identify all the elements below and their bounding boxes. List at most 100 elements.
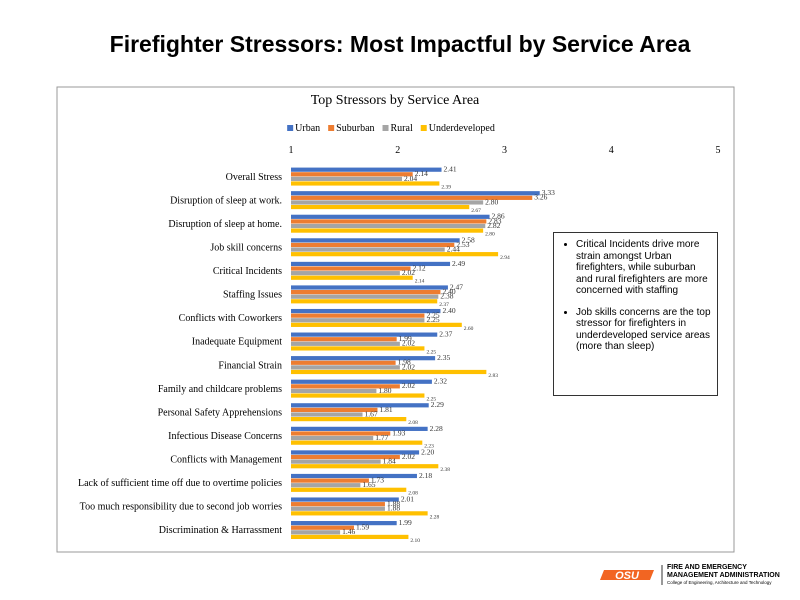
footer-college: College of Engineering, Architecture and… xyxy=(667,580,772,585)
value-label: 2.37 xyxy=(439,302,449,308)
value-label: 2.38 xyxy=(440,292,453,301)
bar xyxy=(291,242,455,248)
bar xyxy=(291,412,363,417)
value-label: 2.08 xyxy=(408,491,418,497)
value-label: 2.04 xyxy=(404,174,417,183)
value-label: 2.08 xyxy=(408,420,418,426)
value-label: 1.98 xyxy=(398,358,411,367)
value-label: 2.29 xyxy=(431,400,444,409)
value-label: 2.25 xyxy=(426,315,439,324)
value-label: 2.28 xyxy=(430,514,440,520)
bar xyxy=(291,299,438,304)
bar xyxy=(291,214,490,219)
bar xyxy=(291,473,417,479)
bar xyxy=(291,369,487,375)
note-list: Critical Incidents drive more strain amo… xyxy=(560,239,711,353)
value-label: 2.02 xyxy=(402,452,415,461)
y-tick-label: Critical Incidents xyxy=(213,266,282,277)
value-label: 3.33 xyxy=(542,188,555,197)
x-tick-label: 5 xyxy=(716,145,721,156)
bar xyxy=(291,497,399,502)
value-label: 1.99 xyxy=(399,334,412,343)
bar xyxy=(291,275,413,280)
value-label: 2.82 xyxy=(487,221,500,230)
x-tick-label: 2 xyxy=(395,145,400,156)
bar xyxy=(291,223,486,229)
bar xyxy=(291,454,400,460)
value-label: 2.60 xyxy=(464,326,474,332)
bar xyxy=(291,200,484,205)
bar xyxy=(291,393,425,398)
bar xyxy=(291,261,451,267)
bar xyxy=(291,346,425,351)
slide-title: Firefighter Stressors: Most Impactful by… xyxy=(110,31,691,57)
value-label: 2.80 xyxy=(485,232,495,238)
bar xyxy=(291,384,400,389)
bar xyxy=(291,534,409,540)
bar xyxy=(291,266,411,271)
y-tick-label: Disruption of sleep at work. xyxy=(170,195,282,206)
bar xyxy=(291,322,462,327)
legend-swatch xyxy=(420,125,427,131)
value-label: 1.73 xyxy=(371,475,384,484)
value-label: 2.44 xyxy=(447,244,460,253)
legend-swatch xyxy=(287,125,294,131)
value-label: 2.47 xyxy=(450,282,463,291)
value-label: 1.93 xyxy=(392,428,405,437)
bar xyxy=(291,195,533,200)
bar xyxy=(291,337,397,342)
bar xyxy=(291,271,400,276)
value-label: 1.46 xyxy=(342,527,355,536)
value-label: 2.20 xyxy=(421,447,434,456)
value-label: 2.25 xyxy=(426,396,436,402)
bar xyxy=(291,502,385,507)
bar xyxy=(291,219,487,224)
value-label: 2.86 xyxy=(492,212,505,221)
value-label: 2.37 xyxy=(439,330,452,339)
y-tick-label: Infectious Disease Concerns xyxy=(168,431,282,442)
bar xyxy=(291,431,391,436)
x-tick-label: 3 xyxy=(502,145,507,156)
value-label: 1.81 xyxy=(379,405,392,414)
value-label: 2.14 xyxy=(415,279,425,285)
footer-org: MANAGEMENT ADMINISTRATION xyxy=(667,572,780,579)
value-label: 2.02 xyxy=(402,381,415,390)
value-label: 2.80 xyxy=(485,197,498,206)
footer-org: FIRE AND EMERGENCY xyxy=(667,564,747,571)
bar xyxy=(291,247,445,252)
x-tick-label: 1 xyxy=(289,145,294,156)
bar xyxy=(291,426,428,431)
value-label: 1.67 xyxy=(365,409,378,418)
value-label: 1.99 xyxy=(399,518,412,527)
bar xyxy=(291,252,499,257)
note-box: Critical Incidents drive more strain amo… xyxy=(553,232,718,396)
value-label: 2.35 xyxy=(437,353,450,362)
value-label: 2.58 xyxy=(462,235,475,244)
legend-label: Rural xyxy=(391,123,413,134)
value-label: 2.83 xyxy=(488,216,501,225)
y-tick-label: Disruption of sleep at home. xyxy=(168,219,282,230)
bar xyxy=(291,388,377,394)
value-label: 2.40 xyxy=(442,287,455,296)
legend-label: Underdeveloped xyxy=(429,123,495,134)
bar xyxy=(291,511,428,516)
bar xyxy=(291,379,432,384)
value-label: 2.32 xyxy=(434,377,447,386)
value-label: 3.26 xyxy=(534,193,547,202)
value-label: 2.41 xyxy=(444,165,457,174)
bar xyxy=(291,204,470,210)
y-tick-label: Too much responsibility due to second jo… xyxy=(80,502,282,513)
bar xyxy=(291,450,420,455)
bar xyxy=(291,464,439,469)
y-tick-label: Overall Stress xyxy=(226,172,282,183)
bar xyxy=(291,228,484,233)
y-tick-label: Inadequate Equipment xyxy=(192,337,282,348)
bar xyxy=(291,417,407,422)
bar xyxy=(291,440,423,445)
bar xyxy=(291,176,403,181)
bar xyxy=(291,525,354,530)
note-item: Job skills concerns are the top stressor… xyxy=(576,307,711,353)
value-label: 2.14 xyxy=(415,169,428,178)
value-label: 2.02 xyxy=(402,339,415,348)
bar xyxy=(291,191,540,196)
